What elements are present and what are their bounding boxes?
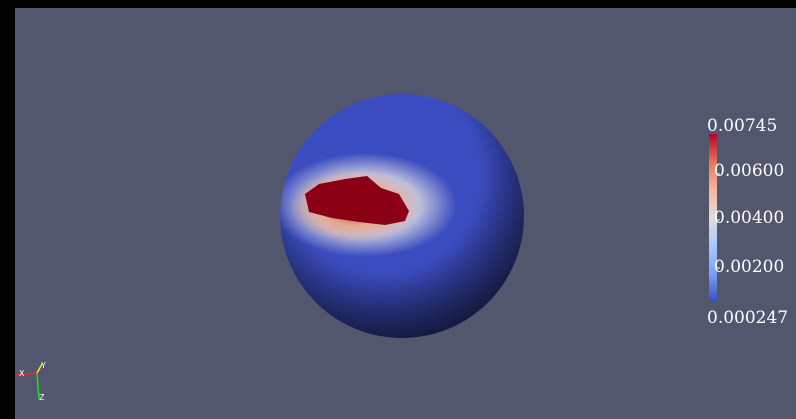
axis-x-label: X [19,369,25,378]
sphere-surface[interactable] [273,94,524,338]
scalar-bar-tick-label: 0.00600 [714,161,785,181]
axis-y-line [36,363,43,374]
orientation-axes[interactable]: X Y Z [15,361,46,402]
sphere-limb-shading [280,94,524,338]
scalar-bar-tick-label: 0.00400 [714,208,785,228]
scalar-bar-tick-marks [717,173,720,269]
scalar-bar-tick-label: 0.00200 [714,257,785,277]
scalar-bar-min-label: 0.000247 [707,308,789,328]
scene-canvas[interactable]: X Y Z [15,8,796,419]
scalar-bar-gradient [709,134,717,302]
3d-render-view[interactable]: X Y Z 0.00745 0.00600 0.00400 0.00200 0.… [15,8,796,419]
axis-z-line [36,372,40,400]
axis-z-label: Z [39,393,45,402]
axis-y-label: Y [40,361,46,370]
axis-x-line [15,372,38,376]
scalar-bar-max-label: 0.00745 [707,116,778,136]
scalar-bar[interactable] [709,134,720,302]
